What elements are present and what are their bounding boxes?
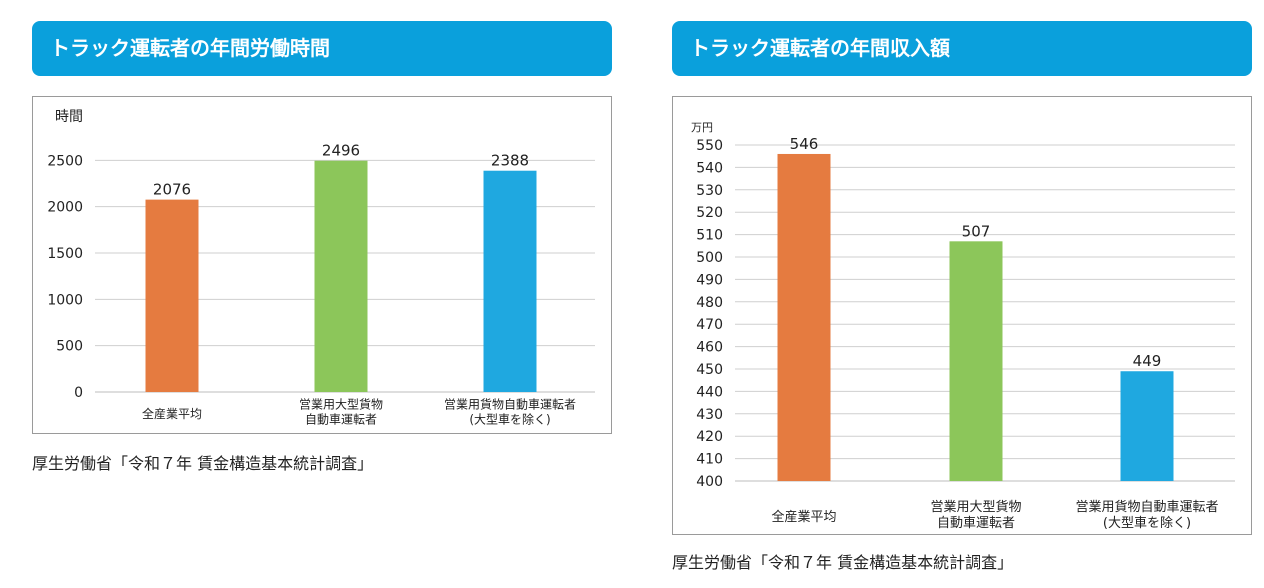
y-tick-label: 550 — [696, 138, 723, 154]
y-tick-label: 1000 — [47, 292, 83, 308]
left-chart-header: トラック運転者の年間労働時間 — [32, 21, 612, 76]
y-tick-label: 460 — [696, 340, 723, 356]
y-tick-label: 540 — [696, 160, 723, 176]
y-tick-label: 510 — [696, 228, 723, 244]
y-tick-label: 450 — [696, 362, 723, 378]
y-axis-unit-label: 時間 — [55, 109, 83, 125]
y-tick-label: 0 — [74, 385, 83, 401]
x-category-label: 全産業平均 — [771, 509, 836, 525]
bar — [145, 199, 199, 392]
y-tick-label: 400 — [696, 474, 723, 490]
x-category-label: (大型車を除く) — [469, 412, 550, 427]
y-tick-label: 420 — [696, 429, 723, 445]
right-bar-chart: 400 410 420 430 440 450 460 470 480 490 500 510 520 5… — [691, 121, 1235, 531]
bar-value-label: 507 — [962, 222, 991, 240]
y-tick-label: 470 — [696, 317, 723, 333]
y-tick-label: 440 — [696, 384, 723, 400]
bar-value-label: 449 — [1133, 352, 1162, 370]
bar-value-label: 2076 — [153, 181, 191, 199]
y-tick-label: 480 — [696, 295, 723, 311]
x-category-label: 営業用大型貨物 — [930, 499, 1021, 515]
y-tick-label: 2000 — [47, 200, 83, 216]
y-tick-label: 2500 — [47, 153, 83, 169]
y-tick-label: 1500 — [47, 246, 83, 262]
y-tick-label: 530 — [696, 183, 723, 199]
x-category-label: 自動車運転者 — [937, 516, 1015, 531]
y-tick-label: 430 — [696, 407, 723, 423]
y-tick-label: 410 — [696, 452, 723, 468]
left-bar-chart: 0 500 1000 1500 2000 2500 時間 2076 全産業平均 2496 営業用大型… — [47, 109, 595, 427]
bar — [777, 153, 831, 481]
bar — [949, 241, 1003, 481]
left-source-note: 厚生労働省「令和７年 賃金構造基本統計調査」 — [32, 454, 374, 473]
bar — [483, 170, 537, 392]
y-tick-label: 500 — [696, 250, 723, 266]
y-tick-label: 520 — [696, 205, 723, 221]
y-axis-unit-label: 万円 — [691, 121, 713, 134]
y-tick-label: 490 — [696, 272, 723, 288]
right-chart-frame: 400 410 420 430 440 450 460 470 480 490 500 510 520 5… — [672, 96, 1252, 535]
bar-value-label: 2388 — [491, 152, 529, 170]
left-chart-frame: 0 500 1000 1500 2000 2500 時間 2076 全産業平均 2496 営業用大型… — [32, 96, 612, 434]
x-category-label: 営業用大型貨物 — [299, 397, 383, 412]
x-category-label: (大型車を除く) — [1103, 516, 1191, 531]
x-category-label: 自動車運転者 — [305, 413, 377, 427]
right-chart-header: トラック運転者の年間収入額 — [672, 21, 1252, 76]
x-category-label: 営業用貨物自動車運転者 — [1075, 499, 1218, 515]
right-source-note: 厚生労働省「令和７年 賃金構造基本統計調査」 — [672, 553, 1014, 572]
bar-value-label: 546 — [790, 135, 819, 153]
y-tick-label: 500 — [56, 339, 83, 355]
x-category-label: 営業用貨物自動車運転者 — [444, 397, 576, 412]
bar — [314, 160, 368, 392]
bar — [1120, 371, 1174, 481]
x-category-label: 全産業平均 — [142, 406, 202, 421]
bar-value-label: 2496 — [322, 142, 360, 160]
